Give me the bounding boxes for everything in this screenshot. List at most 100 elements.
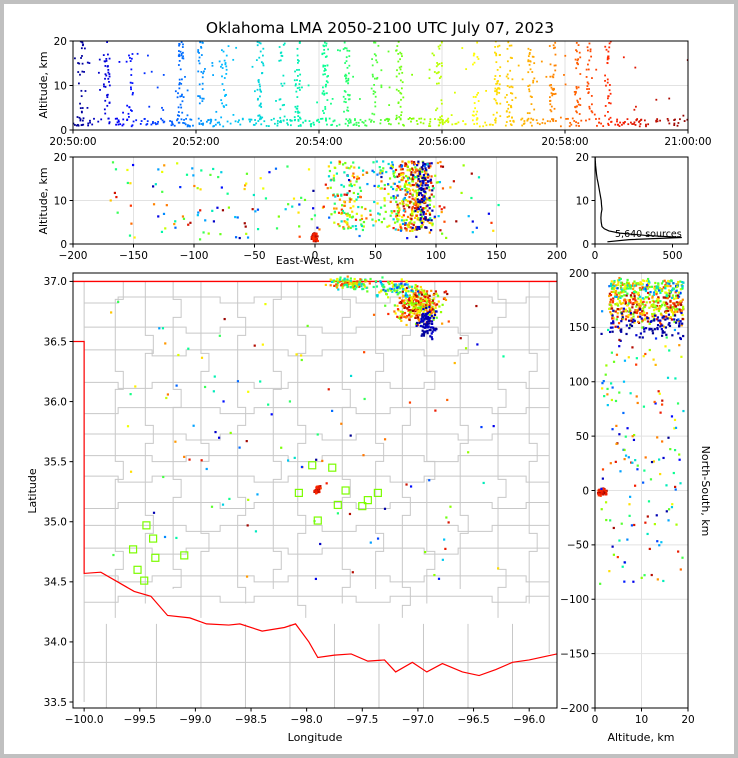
source-point [669, 306, 672, 309]
source-point [201, 41, 204, 44]
source-point [117, 120, 120, 123]
source-point [126, 119, 128, 121]
source-point [422, 213, 425, 216]
source-point [438, 77, 441, 80]
source-point [360, 206, 364, 209]
source-point [643, 314, 647, 317]
source-point [415, 300, 418, 303]
source-point [348, 122, 350, 124]
source-point [576, 50, 578, 53]
source-point [199, 96, 202, 99]
source-point [611, 314, 614, 317]
source-point [653, 314, 657, 317]
source-point [432, 308, 436, 311]
source-point [633, 311, 636, 314]
source-point [643, 279, 646, 283]
source-point [407, 177, 410, 180]
source-point [182, 55, 184, 58]
source-point [414, 286, 417, 290]
source-point [661, 324, 664, 327]
source-point [422, 316, 425, 319]
source-point [402, 123, 404, 126]
source-point [630, 317, 633, 320]
source-point [521, 117, 524, 120]
source-point [638, 305, 641, 308]
source-point [412, 161, 416, 164]
source-point [336, 512, 340, 515]
source-point [666, 376, 670, 379]
source-point [108, 57, 111, 60]
source-point [311, 234, 314, 237]
source-point [554, 53, 557, 56]
source-point [409, 311, 412, 314]
source-point [605, 48, 608, 51]
source-point [79, 41, 82, 43]
source-point [527, 60, 530, 63]
source-point [108, 75, 111, 78]
source-point [512, 120, 515, 123]
source-point [644, 352, 647, 356]
source-point [350, 281, 353, 284]
source-point [187, 347, 190, 350]
source-point [637, 320, 640, 323]
source-point [409, 117, 411, 119]
source-point [424, 201, 427, 204]
source-point [397, 292, 400, 295]
source-point [284, 208, 287, 211]
source-point [282, 119, 285, 122]
source-point [424, 317, 427, 320]
plan-view-border [72, 272, 558, 709]
source-point [349, 120, 352, 123]
source-point [632, 315, 635, 318]
source-point [636, 118, 639, 120]
source-point [602, 493, 605, 496]
source-point [388, 122, 390, 125]
source-point [676, 285, 679, 288]
source-point [401, 299, 404, 303]
source-point [430, 181, 433, 184]
source-point [178, 82, 181, 84]
source-point [637, 283, 640, 286]
source-point [83, 70, 85, 73]
source-point [375, 285, 379, 288]
source-point [300, 358, 303, 362]
source-point [416, 316, 420, 319]
source-point [349, 374, 353, 378]
source-point [347, 119, 350, 122]
source-point [373, 83, 376, 86]
source-point [162, 74, 165, 76]
source-point [425, 303, 428, 307]
source-point [627, 123, 630, 126]
source-point [421, 168, 424, 171]
source-point [627, 315, 630, 319]
source-point [446, 119, 449, 121]
source-point [526, 118, 529, 121]
source-point [607, 111, 609, 113]
source-point [431, 185, 435, 188]
source-point [408, 285, 411, 288]
source-point [326, 64, 329, 67]
source-point [580, 119, 583, 122]
source-point [430, 320, 434, 323]
source-point [415, 321, 419, 325]
source-point [604, 74, 606, 77]
source-point [399, 164, 402, 167]
source-point [369, 209, 372, 212]
source-point [604, 105, 607, 107]
source-point [245, 440, 248, 443]
source-point [267, 125, 270, 127]
source-point [345, 212, 348, 216]
source-point [205, 467, 208, 471]
source-point [428, 306, 431, 309]
source-point [648, 348, 651, 352]
source-point [376, 537, 380, 540]
source-point [359, 189, 363, 192]
source-point [275, 227, 279, 230]
source-point [497, 80, 499, 82]
source-point [455, 122, 458, 125]
source-point [256, 41, 259, 43]
source-point [506, 60, 509, 63]
source-point [586, 81, 589, 84]
source-point [549, 100, 551, 102]
source-point [366, 290, 369, 293]
